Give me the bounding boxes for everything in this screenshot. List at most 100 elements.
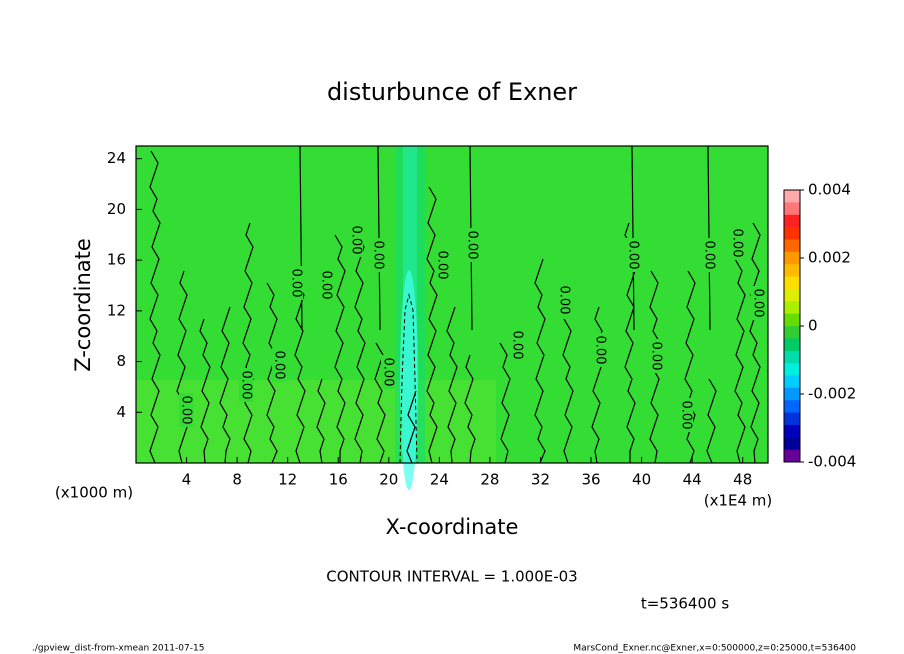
x-tick-label: 32 (531, 471, 550, 489)
colorbar-swatch (784, 412, 800, 426)
colorbar-swatch (784, 424, 800, 438)
plot-frame (135, 145, 769, 464)
contour-line (749, 222, 761, 464)
contour-line (446, 306, 458, 464)
colorbar-swatch (784, 313, 800, 327)
contour-line (334, 234, 346, 463)
contour-label-bg (557, 283, 571, 317)
colorbar-swatch (784, 400, 800, 414)
colorbar-swatch (784, 375, 800, 389)
x-axis-label: X-coordinate (386, 515, 519, 539)
contour-label: 0.00 (319, 271, 334, 300)
contour-label-bg (381, 355, 395, 389)
contour-label-bg (289, 266, 303, 300)
contour-label-bg (730, 226, 744, 260)
x-tick-label: 24 (430, 471, 449, 489)
colorbar-tick-label: -0.002 (808, 385, 856, 403)
colorbar-swatch (784, 437, 800, 451)
y-tick-label: 8 (116, 352, 126, 370)
colorbar-swatch (784, 214, 800, 228)
contour-line (374, 342, 386, 464)
x-tick-label: 28 (480, 471, 499, 489)
contour-label: 0.00 (702, 241, 717, 270)
colorbar-swatch (784, 449, 800, 463)
colorbar-swatch (784, 338, 800, 352)
x-tick-label: 40 (632, 471, 651, 489)
contour-label: 0.00 (179, 396, 194, 425)
y-tick-label: 4 (116, 403, 126, 421)
contour-label: 0.00 (381, 358, 396, 387)
contour-label-bg (371, 238, 385, 272)
contour-line (242, 222, 254, 464)
y-tick-label: 20 (107, 200, 126, 218)
contour-label: 0.00 (289, 269, 304, 298)
footer-right: MarsCond_Exner.nc@Exner,x=0:500000,z=0:2… (573, 644, 856, 654)
contour-label-bg (349, 223, 363, 257)
contour-label: 0.00 (593, 336, 608, 365)
contour-label: 0.00 (626, 241, 641, 270)
contour-interval: CONTOUR INTERVAL = 1.000E-03 (326, 568, 577, 586)
colorbar-swatch (784, 288, 800, 302)
contour-label: 0.00 (239, 371, 254, 400)
colorbar-swatch (784, 387, 800, 401)
colorbar-swatch (784, 251, 800, 265)
colorbar-swatch (784, 276, 800, 290)
colorbar-tick-label: 0.002 (808, 249, 851, 267)
contour-label: 0.00 (751, 289, 766, 318)
contour-label-bg (593, 333, 607, 367)
colorbar-swatch (784, 264, 800, 278)
contour-label-bg (239, 368, 253, 402)
y-tick-label: 12 (107, 301, 126, 319)
colorbar-swatch (784, 363, 800, 376)
contour-label: 0.00 (371, 241, 386, 270)
x-unit-right: (x1E4 m) (704, 492, 773, 510)
chart-title: disturbunce of Exner (327, 78, 577, 106)
colorbar-tick-label: -0.004 (808, 453, 856, 471)
field-shade (136, 380, 496, 463)
contour-label: 0.00 (649, 342, 664, 371)
contour-line (149, 150, 161, 464)
x-tick-label: 4 (182, 471, 192, 489)
x-unit: (x1000 m) (55, 484, 133, 502)
y-tick-label: 24 (107, 149, 126, 167)
colorbar-swatch (784, 326, 800, 339)
contour-line (266, 282, 278, 464)
contour-label: 0.00 (730, 229, 745, 258)
contour-label-bg (626, 238, 640, 272)
contour-label-bg (272, 348, 286, 382)
contour-label-bg (435, 248, 449, 282)
colorbar-swatch (784, 190, 800, 203)
contour-line (406, 390, 417, 464)
contour-label: 0.00 (510, 331, 525, 360)
contour-label-bg (510, 328, 524, 362)
contour-label-bg (179, 393, 193, 427)
contour-label: 0.00 (557, 286, 572, 315)
contour-label-bg (319, 268, 333, 302)
contour-label: 0.00 (349, 226, 364, 255)
colorbar-tick-label: 0.004 (808, 181, 851, 199)
x-tick-label: 48 (733, 471, 752, 489)
contour-label: 0.00 (679, 401, 694, 430)
contour-label: 0.00 (465, 231, 480, 260)
contour-line (706, 378, 717, 464)
contour-line (176, 270, 188, 464)
contour-label: 0.00 (272, 351, 287, 380)
x-tick-label: 44 (683, 471, 702, 489)
time-label: t=536400 s (641, 595, 729, 613)
x-tick-label: 20 (379, 471, 398, 489)
contour-line (426, 186, 438, 464)
colorbar-swatch (784, 227, 800, 240)
x-tick-label: 8 (232, 471, 242, 489)
contour-line (354, 234, 366, 464)
contour-line (219, 306, 231, 464)
contour-label-bg (751, 286, 765, 320)
contour-label-bg (649, 339, 663, 373)
y-tick-label: 16 (107, 251, 126, 269)
y-axis-label: Z-coordinate (71, 238, 95, 372)
colorbar-swatch (784, 202, 800, 216)
contour-line (199, 318, 211, 464)
x-tick-label: 36 (581, 471, 600, 489)
colorbar-swatch (784, 239, 800, 253)
contour-line (562, 318, 574, 464)
x-tick-label: 12 (278, 471, 297, 489)
